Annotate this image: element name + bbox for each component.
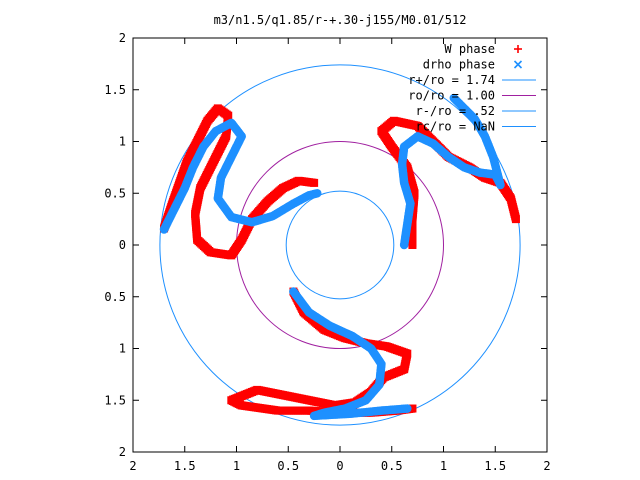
legend-label: r-/ro = .52 — [416, 104, 495, 118]
reference-circles — [159, 64, 521, 426]
chart-title: m3/n1.5/q1.85/r-+.30-j155/M0.01/512 — [214, 13, 467, 27]
legend-label: rc/ro = NaN — [416, 120, 495, 134]
y-tick-label: 2 — [119, 31, 126, 45]
y-tick-label: 0.5 — [104, 186, 126, 200]
legend-label: r+/ro = 1.74 — [408, 73, 495, 87]
drho-phase-point — [312, 188, 322, 198]
x-tick-label: 2 — [543, 459, 550, 473]
legend-label: ro/ro = 1.00 — [408, 89, 495, 103]
y-tick-label: 1 — [119, 342, 126, 356]
y-tick-label: 1.5 — [104, 83, 126, 97]
reference-circle — [285, 190, 395, 300]
x-tick-label: 0 — [336, 459, 343, 473]
legend-marker — [513, 60, 523, 69]
drho-phase-point — [402, 404, 412, 413]
x-tick-label: 0.5 — [381, 459, 403, 473]
drho-phase-point — [449, 93, 459, 103]
w-phase-point — [310, 178, 319, 187]
x-tick-label: 0.5 — [277, 459, 299, 473]
reference-circle — [159, 64, 521, 426]
w-phase-point — [408, 404, 417, 413]
x-tick-label: 2 — [129, 459, 136, 473]
x-tick-label: 1.5 — [484, 459, 506, 473]
axis-ticks: 2 1.5 1 0.5 0 0.5 1 1.5 221.510.500.511.52 — [104, 31, 550, 473]
w-phase-point — [511, 215, 520, 224]
x-tick-label: 1.5 — [174, 459, 196, 473]
y-tick-label: 0 — [119, 238, 126, 252]
legend-label: W phase — [444, 42, 495, 56]
y-tick-label: 0.5 — [104, 290, 126, 304]
x-tick-label: 1 — [440, 459, 447, 473]
data-points — [159, 45, 523, 421]
y-tick-label: 1 — [119, 135, 126, 149]
y-tick-label: 1.5 — [104, 393, 126, 407]
legend-label: drho phase — [423, 58, 495, 72]
x-tick-label: 1 — [233, 459, 240, 473]
y-tick-label: 2 — [119, 445, 126, 459]
